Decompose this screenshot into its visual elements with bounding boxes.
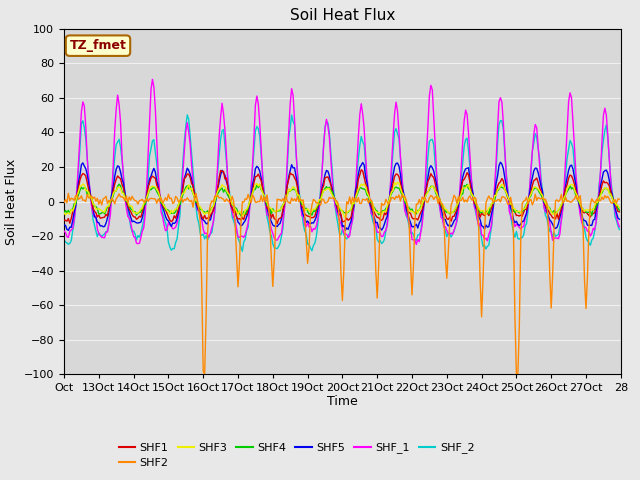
Title: Soil Heat Flux: Soil Heat Flux bbox=[290, 9, 395, 24]
X-axis label: Time: Time bbox=[327, 395, 358, 408]
Legend: SHF1, SHF2, SHF3, SHF4, SHF5, SHF_1, SHF_2: SHF1, SHF2, SHF3, SHF4, SHF5, SHF_1, SHF… bbox=[114, 438, 479, 472]
Y-axis label: Soil Heat Flux: Soil Heat Flux bbox=[5, 158, 19, 245]
Text: TZ_fmet: TZ_fmet bbox=[70, 39, 127, 52]
